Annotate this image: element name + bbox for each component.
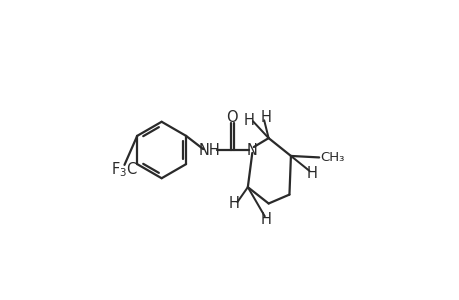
Text: H: H — [260, 110, 270, 125]
Text: $\mathsf{F_3C}$: $\mathsf{F_3C}$ — [111, 160, 138, 179]
Text: H: H — [306, 166, 317, 181]
Text: N: N — [246, 142, 257, 158]
Text: NH: NH — [198, 142, 219, 158]
Text: H: H — [229, 196, 240, 211]
Text: CH₃: CH₃ — [320, 151, 344, 164]
Text: H: H — [260, 212, 270, 227]
Text: H: H — [243, 113, 254, 128]
Text: O: O — [225, 110, 237, 125]
